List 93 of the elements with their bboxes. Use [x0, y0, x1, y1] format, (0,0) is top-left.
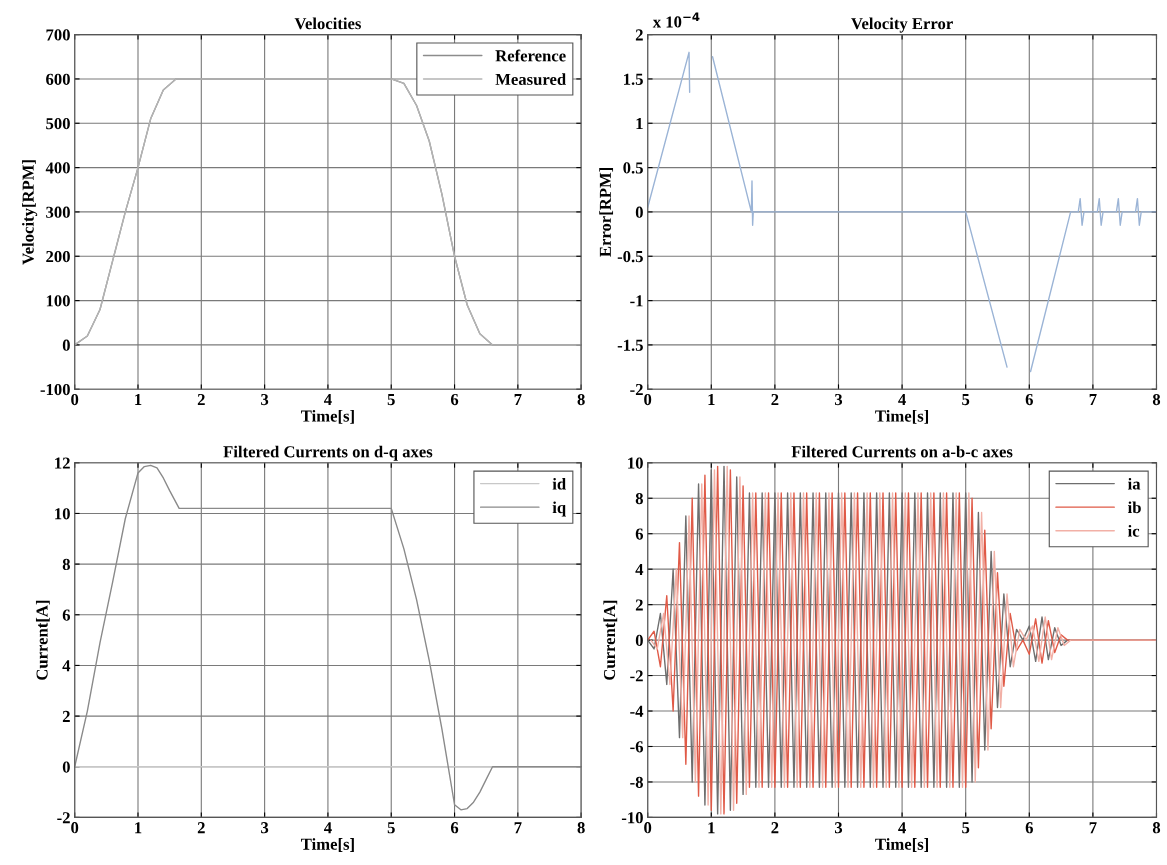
legend-label: ic [1127, 524, 1140, 537]
x-tick-label: 1 [708, 393, 715, 405]
y-tick-label: 0 [62, 761, 70, 773]
x-axis-title: Time[s] [301, 409, 354, 424]
y-axis-title: Velocity[RPM] [22, 160, 38, 265]
x-tick-label: 3 [261, 822, 269, 834]
x-tick-label: 1 [708, 822, 715, 834]
x-tick-label: 1 [135, 822, 142, 834]
y-tick-label: 600 [46, 73, 70, 85]
x-tick-label: 8 [577, 822, 585, 834]
y-tick-label: 10 [628, 457, 643, 469]
x-tick-label: 8 [1152, 393, 1161, 406]
chart-title: Velocity Error [851, 17, 953, 33]
chart-title: Filtered Currents on d-q axes [223, 445, 433, 461]
x-tick-label: 0 [644, 822, 652, 834]
x-tick-label: 6 [1025, 822, 1033, 834]
y-tick-label: 12 [55, 457, 70, 469]
x-tick-label: 7 [1089, 394, 1097, 405]
x-tick-label: 2 [197, 822, 205, 834]
x-tick-label: 5 [387, 822, 395, 834]
x-tick-label: 7 [514, 394, 522, 405]
y-tick-label: 400 [45, 162, 70, 174]
y-axis-title: Current[A] [35, 600, 50, 680]
legend-label: Measured [495, 73, 566, 86]
y-tick-label: 10 [55, 508, 70, 520]
y-tick-label: 200 [46, 250, 70, 263]
legend-label: iq [552, 501, 567, 517]
x-tick-label: 6 [1025, 393, 1033, 406]
y-tick-label: 4 [62, 660, 71, 672]
y-tick-label: 700 [46, 29, 70, 41]
y-tick-label: 0 [62, 339, 70, 351]
y-tick-label: 1.5 [624, 73, 643, 85]
y-tick-label: 6 [62, 609, 71, 621]
y-tick-label: -6 [630, 741, 644, 753]
y-tick-label: -0.5 [617, 250, 643, 263]
legend-label: id [552, 477, 566, 490]
x-tick-label: 3 [261, 393, 269, 406]
chart-title: Velocities [294, 17, 361, 30]
y-tick-label: 100 [46, 295, 70, 307]
y-tick-label: -8 [630, 776, 643, 788]
x-tick-label: 7 [1089, 822, 1097, 834]
x-tick-label: 0 [71, 822, 79, 834]
x-axis-title: Time[s] [301, 838, 354, 852]
y-tick-label: -2 [630, 384, 643, 396]
x-tick-label: 0 [71, 393, 79, 406]
y-tick-label: 300 [46, 206, 70, 218]
y-tick-label: -4 [630, 705, 644, 717]
y-tick-label: -2 [630, 670, 643, 682]
x-tick-label: 5 [387, 394, 395, 406]
x-tick-label: 8 [577, 393, 585, 406]
y-tick-label: -1.5 [617, 339, 643, 351]
x-tick-label: 6 [450, 822, 459, 834]
x-tick-label: 5 [962, 394, 970, 406]
x-tick-label: 2 [771, 393, 779, 405]
y-tick-label: 4 [635, 563, 644, 575]
y-tick-label: 0 [635, 206, 643, 218]
x-tick-label: 2 [771, 822, 779, 834]
y-tick-label: 6 [635, 528, 644, 540]
y-axis-title: Error[RPM] [599, 167, 614, 257]
x-axis-title: Time[s] [875, 409, 929, 424]
y-tick-label: 2 [635, 29, 643, 41]
x-tick-label: 3 [834, 393, 843, 406]
y-axis-title: Current[A] [603, 600, 618, 680]
legend-label: ib [1127, 501, 1141, 514]
x-tick-label: 1 [135, 393, 142, 405]
x-tick-label: 2 [197, 393, 205, 405]
x-tick-label: 8 [1152, 822, 1161, 834]
y-tick-label: 500 [46, 117, 70, 130]
x-tick-label: 7 [514, 822, 522, 834]
y-tick-label: 2 [62, 710, 70, 722]
y-tick-label: -1 [630, 295, 643, 307]
x-tick-label: 3 [834, 822, 843, 834]
legend-label: ia [1127, 477, 1141, 490]
text: x 10$^{−4}$ [652, 12, 700, 28]
x-tick-label: 4 [323, 822, 332, 834]
x-axis-title: Time[s] [875, 838, 929, 852]
x-tick-label: 4 [323, 394, 332, 405]
x-tick-label: 4 [898, 394, 906, 405]
y-tick-label: 0.5 [623, 162, 643, 174]
x-tick-label: 4 [898, 822, 906, 834]
legend-label: Reference [495, 49, 566, 62]
y-tick-label: 8 [635, 492, 643, 505]
x-tick-label: 5 [962, 822, 970, 834]
y-tick-label: 0 [635, 634, 643, 647]
y-tick-label: -10 [621, 812, 643, 824]
y-tick-label: 8 [62, 558, 70, 571]
y-tick-label: 1 [636, 118, 643, 130]
y-tick-label: 2 [635, 599, 643, 611]
chart-title: Filtered Currents on a-b-c axes [791, 445, 1013, 458]
x-tick-label: 0 [644, 393, 652, 406]
x-tick-label: 6 [450, 393, 459, 406]
y-tick-label: -100 [40, 383, 70, 396]
y-tick-label: -2 [57, 812, 70, 824]
